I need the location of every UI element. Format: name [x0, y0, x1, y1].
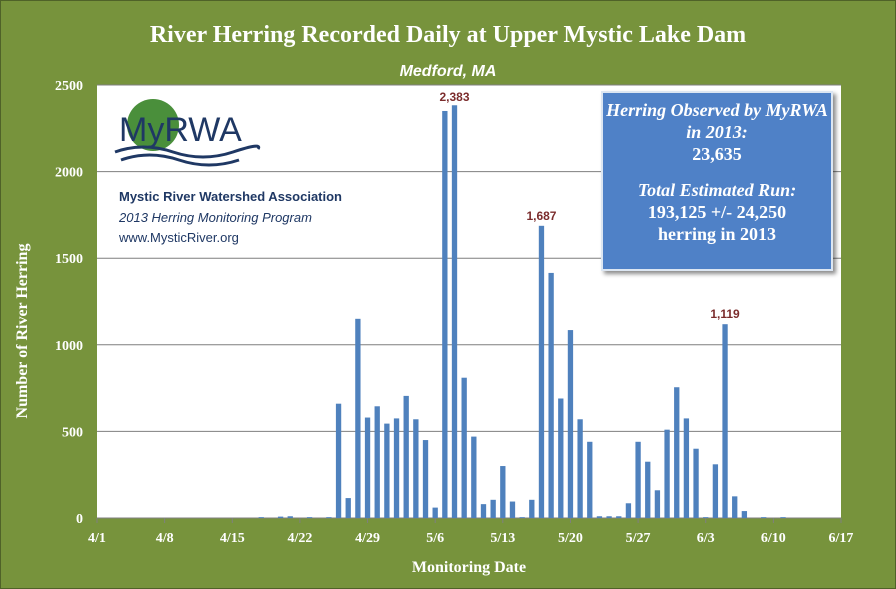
x-tick-label: 5/13: [490, 531, 515, 546]
org-program: 2013 Herring Monitoring Program: [119, 210, 312, 225]
bar: [500, 466, 506, 518]
estimate-label: Total Estimated Run:: [637, 180, 797, 200]
chart-subtitle: Medford, MA: [400, 63, 497, 80]
bar: [693, 448, 699, 518]
org-url: www.MysticRiver.org: [119, 230, 239, 245]
bar: [509, 501, 516, 518]
x-tick-label: 4/22: [287, 531, 312, 546]
observed-label: Herring Observed by MyRWA in 2013:: [606, 100, 828, 142]
bar: [355, 318, 361, 518]
bar: [413, 419, 419, 518]
bar: [403, 395, 409, 518]
bar: [674, 387, 680, 518]
bar: [683, 418, 690, 518]
logo-wave-top: [114, 144, 261, 159]
bar: [471, 436, 477, 518]
bar: [432, 507, 438, 518]
bar: [519, 517, 525, 518]
y-tick-label: 1000: [55, 339, 83, 354]
bar-series: [258, 105, 786, 519]
y-axis-label: Number of River Herring: [14, 244, 31, 419]
myrwa-logo: MyRWA: [113, 97, 263, 167]
bar: [703, 517, 709, 518]
bar: [732, 496, 738, 518]
bar: [548, 272, 554, 518]
bar: [596, 516, 603, 518]
bar: [277, 516, 284, 518]
bar: [374, 406, 380, 518]
org-name: Mystic River Watershed Association: [119, 189, 342, 204]
bar: [567, 330, 574, 518]
x-tick-label: 6/10: [761, 531, 786, 546]
x-tick-label: 5/6: [426, 531, 444, 546]
y-tick-label: 1500: [55, 252, 83, 267]
bar: [422, 440, 429, 518]
x-tick-label: 5/27: [626, 531, 651, 546]
bar: [451, 105, 458, 518]
x-axis-label: Monitoring Date: [412, 559, 526, 576]
chart-title: River Herring Recorded Daily at Upper My…: [150, 22, 746, 48]
bar: [529, 499, 535, 518]
data-label: 2,383: [439, 90, 469, 104]
bar: [306, 517, 313, 518]
bar: [384, 423, 390, 518]
bar: [461, 377, 467, 518]
x-tick-label: 5/20: [558, 531, 583, 546]
bar: [577, 419, 583, 518]
bar: [722, 324, 728, 518]
data-label: 1,687: [526, 209, 556, 223]
logo-circle: [127, 99, 179, 151]
bar: [258, 517, 264, 518]
bar: [490, 499, 496, 518]
bar: [635, 441, 641, 518]
bar: [558, 398, 564, 518]
bar: [587, 441, 593, 518]
info-box: Herring Observed by MyRWA in 2013: 23,63…: [601, 91, 833, 271]
bar: [712, 464, 719, 518]
estimate-unit: herring in 2013: [657, 224, 776, 244]
x-tick-label: 4/15: [220, 531, 245, 546]
logo-graphic: MyRWA: [114, 99, 261, 167]
x-tick-label: 4/1: [88, 531, 106, 546]
bar: [780, 517, 786, 518]
x-tick-label: 4/8: [156, 531, 174, 546]
bar: [606, 516, 612, 518]
y-tick-label: 2000: [55, 166, 83, 181]
bar: [442, 110, 448, 518]
logo-wave-bottom: [120, 153, 240, 167]
data-labels: 2,383 1,687 1,119: [439, 90, 740, 321]
bar: [741, 511, 748, 518]
bar: [480, 504, 487, 518]
bar: [345, 498, 351, 518]
bar: [335, 403, 342, 518]
bar: [645, 461, 651, 518]
estimate-value: 193,125 +/- 24,250: [647, 202, 787, 222]
bar: [364, 417, 371, 518]
bar: [393, 418, 400, 518]
logo-text: MyRWA: [119, 111, 242, 149]
bar: [654, 490, 661, 518]
bar: [625, 503, 632, 518]
x-tick-label: 6/3: [697, 531, 715, 546]
observed-value: 23,635: [692, 144, 742, 164]
data-label: 1,119: [710, 307, 740, 321]
bar: [761, 517, 767, 518]
y-tick-label: 0: [76, 512, 83, 527]
x-tick-label: 6/17: [829, 531, 854, 546]
bar: [326, 517, 332, 518]
bar: [287, 516, 293, 518]
x-tick-label: 4/29: [355, 531, 380, 546]
y-tick-label: 500: [62, 425, 83, 440]
bar: [616, 516, 622, 518]
y-axis-ticks: 0 500 1000 1500 2000 2500: [55, 79, 83, 527]
bar: [538, 225, 545, 519]
y-tick-label: 2500: [55, 79, 83, 94]
x-axis-ticks: 4/1 4/8 4/15 4/22 4/29 5/6 5/13 5/20 5/27 6/3 6/10…: [88, 518, 853, 546]
bar: [664, 429, 670, 518]
